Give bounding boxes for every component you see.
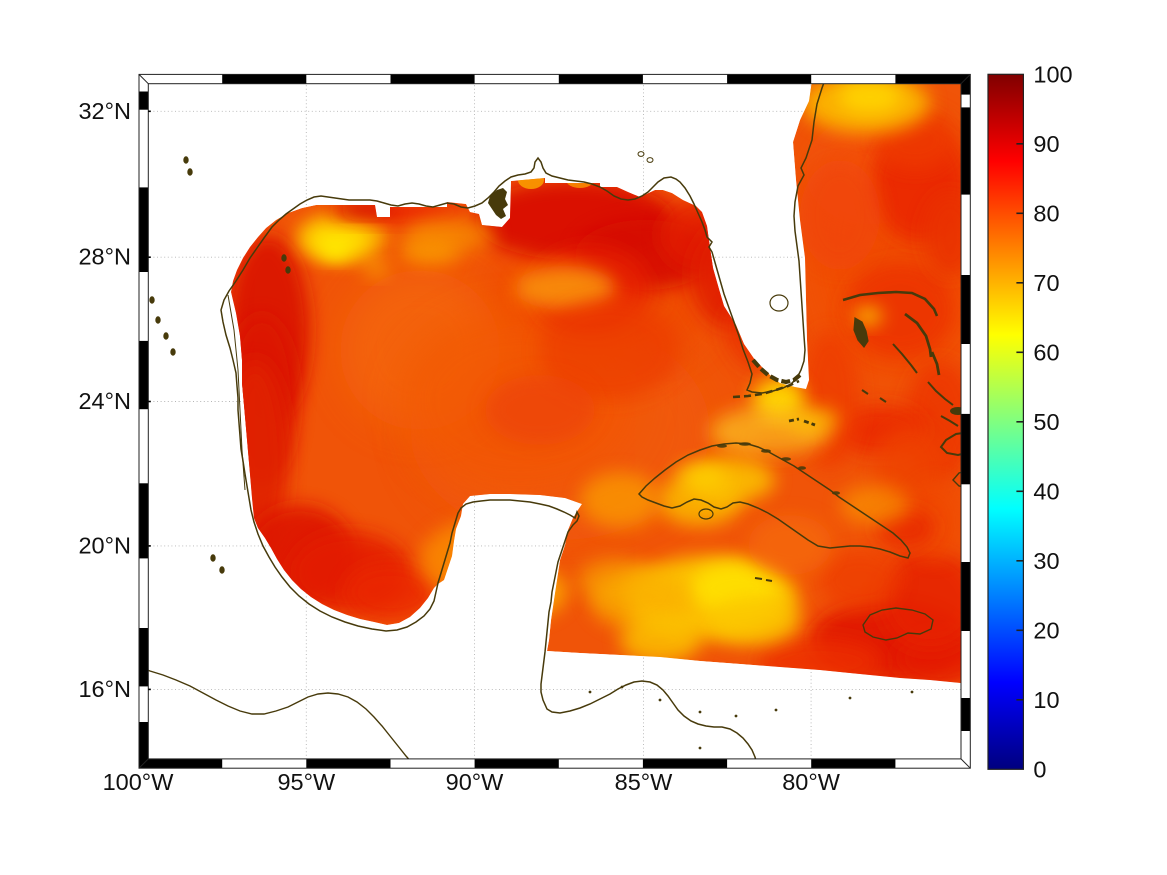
- svg-text:20°N: 20°N: [78, 532, 131, 558]
- svg-text:40: 40: [1033, 478, 1059, 504]
- svg-text:80°W: 80°W: [782, 769, 841, 795]
- svg-text:24°N: 24°N: [78, 388, 131, 414]
- svg-text:10: 10: [1033, 687, 1059, 713]
- svg-text:90: 90: [1033, 131, 1059, 157]
- svg-text:28°N: 28°N: [78, 244, 131, 270]
- svg-text:100: 100: [1033, 61, 1072, 87]
- svg-text:90°W: 90°W: [446, 769, 505, 795]
- svg-text:60: 60: [1033, 339, 1059, 365]
- svg-text:80: 80: [1033, 200, 1059, 226]
- svg-text:0: 0: [1033, 756, 1046, 782]
- svg-text:32°N: 32°N: [78, 98, 131, 124]
- svg-text:100°W: 100°W: [103, 769, 175, 795]
- svg-text:16°N: 16°N: [78, 676, 131, 702]
- svg-text:70: 70: [1033, 270, 1059, 296]
- svg-text:95°W: 95°W: [277, 769, 336, 795]
- svg-text:30: 30: [1033, 548, 1059, 574]
- svg-text:20: 20: [1033, 617, 1059, 643]
- svg-text:50: 50: [1033, 409, 1059, 435]
- svg-text:85°W: 85°W: [615, 769, 674, 795]
